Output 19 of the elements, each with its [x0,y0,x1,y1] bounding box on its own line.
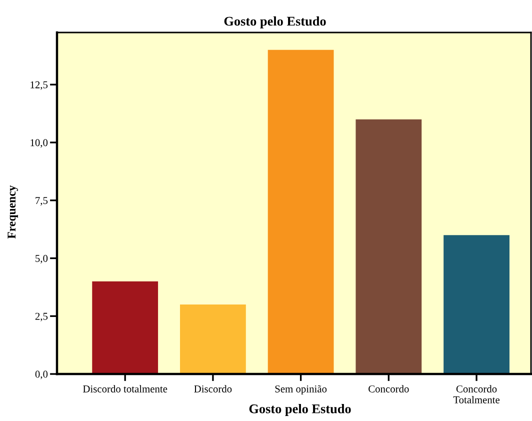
bar [356,119,422,374]
bar [180,304,246,374]
y-tick-label: 0,0 [35,370,48,380]
x-tick-label: Concordo Totalmente [453,385,500,404]
y-tick-label: 7,5 [36,197,48,206]
y-tick-label: 12,5 [30,81,48,90]
x-axis-title: Gosto pelo Estudo [249,404,351,416]
y-tick-label: 2,5 [35,312,48,322]
x-tick-label: Sem opinião [275,385,327,395]
bar [92,281,158,374]
chart-title: Gosto pelo Estudo [224,16,326,28]
x-tick-label: Concordo [368,385,409,392]
y-axis-title: Frequency [8,185,18,239]
y-tick-label: 10,0 [30,139,48,148]
y-tick-label: 5,0 [36,254,48,264]
x-tick-label: Discordo totalmente [83,385,168,392]
x-tick-label: Discordo [194,385,232,392]
bar [444,235,510,374]
bar [268,50,334,374]
